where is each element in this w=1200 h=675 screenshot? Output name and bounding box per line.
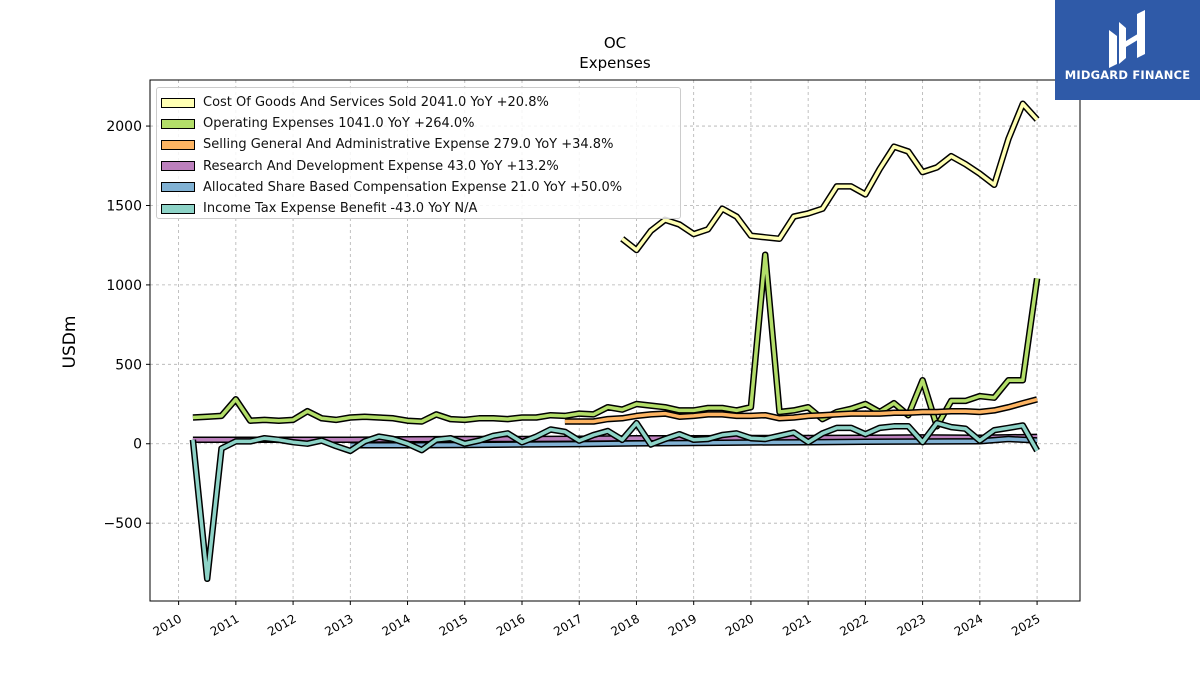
legend-item: Cost Of Goods And Services Sold 2041.0 Y… [157, 92, 680, 113]
x-tick-label: 2011 [208, 611, 241, 638]
series-line-outline [192, 251, 1041, 430]
legend-item: Research And Development Expense 43.0 Yo… [157, 156, 680, 177]
legend-item: Income Tax Expense Benefit -43.0 YoY N/A [157, 198, 680, 219]
series-5 [189, 419, 1040, 583]
x-tick-label: 2024 [952, 611, 985, 638]
legend-label: Income Tax Expense Benefit -43.0 YoY N/A [203, 201, 478, 217]
x-tick-label: 2022 [837, 611, 870, 638]
y-tick-label: 1000 [106, 278, 142, 294]
x-tick-label: 2014 [380, 611, 413, 638]
legend-label: Research And Development Expense 43.0 Yo… [203, 158, 559, 174]
x-tick-label: 2016 [494, 611, 527, 638]
y-tick-label: 500 [115, 357, 142, 373]
legend-item: Operating Expenses 1041.0 YoY +264.0% [157, 113, 680, 134]
series-line [192, 252, 1039, 429]
logo: MIDGARD FINANCE [1055, 0, 1200, 100]
legend-swatch [161, 182, 195, 193]
series-line [564, 397, 1038, 424]
x-tick-label: 2021 [780, 611, 813, 638]
legend-item: Allocated Share Based Compensation Expen… [157, 177, 680, 198]
legend-swatch [161, 118, 195, 129]
series-line [621, 102, 1039, 252]
series-line [191, 421, 1039, 581]
x-tick-label: 2017 [551, 611, 584, 638]
legend-swatch [161, 161, 195, 172]
x-tick-label: 2015 [437, 611, 470, 638]
series-line [350, 437, 1038, 448]
x-tick-label: 2013 [322, 611, 355, 638]
chart-title: OC [604, 34, 626, 52]
x-tick-label: 2023 [895, 611, 928, 638]
x-tick-label: 2020 [723, 611, 756, 638]
series-1 [192, 251, 1041, 430]
series-2 [564, 396, 1038, 425]
y-tick-label: 2000 [106, 119, 142, 135]
logo-text: MIDGARD FINANCE [1064, 68, 1191, 82]
series-4 [350, 435, 1038, 449]
chart-subtitle: Expenses [579, 54, 651, 72]
legend-swatch [161, 203, 195, 214]
legend-swatch [161, 97, 195, 108]
x-tick-label: 2012 [265, 611, 298, 638]
y-tick-label: 0 [133, 437, 142, 453]
legend-swatch [161, 139, 195, 150]
x-tick-label: 2010 [151, 611, 184, 638]
legend: Cost Of Goods And Services Sold 2041.0 Y… [156, 87, 681, 219]
plot-frame [149, 79, 1081, 602]
midgard-logo-icon [1109, 10, 1145, 68]
legend-item: Selling General And Administrative Expen… [157, 134, 680, 155]
series-0 [620, 100, 1040, 254]
legend-label: Cost Of Goods And Services Sold 2041.0 Y… [203, 95, 549, 111]
legend-label: Selling General And Administrative Expen… [203, 137, 614, 153]
series-layer [189, 100, 1041, 583]
x-tick-label: 2018 [609, 611, 642, 638]
y-tick-label: −500 [104, 516, 142, 532]
x-tick-label: 2019 [666, 611, 699, 638]
y-tick-label: 1500 [106, 198, 142, 214]
y-axis-label: USDm [60, 316, 80, 369]
legend-label: Allocated Share Based Compensation Expen… [203, 179, 623, 195]
legend-label: Operating Expenses 1041.0 YoY +264.0% [203, 116, 475, 132]
x-tick-label: 2025 [1009, 611, 1042, 638]
